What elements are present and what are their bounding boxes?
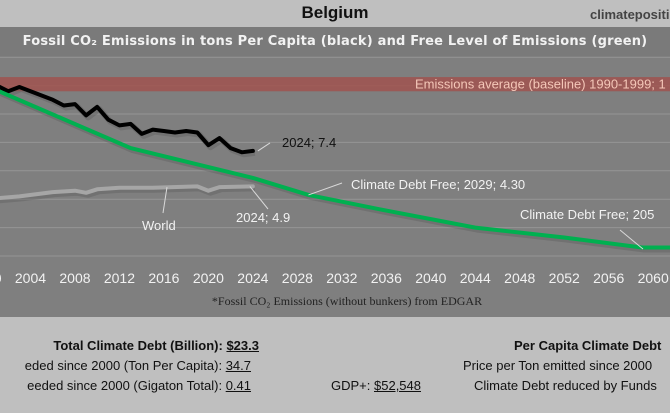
baseline-band [0,77,670,92]
footnote: *Fossil CO₂ Emissions (without bunkers) … [212,294,482,308]
giga-label: eeded since 2000 (Gigaton Total): [27,378,226,393]
per-capita-climate-debt: Per Capita Climate Debt [514,338,662,353]
title-band [0,27,670,57]
gdp: GDP+: $52,548 [331,378,421,393]
annotation-world-leader [162,187,168,214]
country-title: Belgium [301,3,369,22]
annotation-country-2024: 2024; 7.4 [282,135,336,150]
giga-value: 0.41 [225,378,251,393]
ton-per-capita: eded since 2000 (Ton Per Capita): 34.7 [25,358,251,373]
x-tick-label: 2024 [237,270,268,286]
annotation-country-2024-leader [257,142,271,152]
x-tick-label: 2000 [0,270,2,286]
annotation-free-2059: Climate Debt Free; 205 [520,207,654,222]
annotation-world: World [142,218,176,233]
x-tick-label: 2040 [415,270,446,286]
series-line-world [0,184,255,201]
x-tick-label: 2008 [59,270,90,286]
series-shadow-country [0,84,256,158]
x-tick-label: 2020 [193,270,224,286]
annotation-world-2024: 2024; 4.9 [236,210,290,225]
x-tick-label: 2044 [460,270,491,286]
annotation-world-2024-leader [249,186,269,210]
site-logo-text: climatepositi [590,7,670,22]
header-bar: Belgium climatepositi [0,0,670,27]
x-tick-label: 2060 [638,270,669,286]
x-tick-label: 2016 [148,270,179,286]
ton-value: 34.7 [225,358,251,373]
gigaton-total: eeded since 2000 (Gigaton Total): 0.41 [27,378,251,393]
chart-svg: Emissions average (baseline) 1990-1999; … [0,27,670,308]
chart-area: Emissions average (baseline) 1990-1999; … [0,27,670,317]
x-tick-label: 2036 [371,270,402,286]
series-shadow-world [0,185,255,204]
chart-title: Fossil CO₂ Emissions in tons Per Capita … [22,34,648,49]
annotation-free-2029: Climate Debt Free; 2029; 4.30 [351,177,525,192]
x-tick-label: 2052 [549,270,580,286]
x-tick-label: 2028 [282,270,313,286]
x-tick-label: 2056 [593,270,624,286]
annotation-free-2029-leader [308,182,343,196]
x-tick-label: 2012 [104,270,135,286]
annotation-free-2059-leader [619,229,644,250]
total-label: Total Climate Debt (Billion): [53,338,227,353]
x-tick-label: 2032 [326,270,357,286]
gdp-label: GDP+: [331,378,374,393]
series-line-country [0,84,255,155]
series-line-free [0,89,670,250]
price-per-ton: Price per Ton emitted since 2000 [463,358,653,373]
ton-label: eded since 2000 (Ton Per Capita): [24,358,226,373]
total-value: $23.3 [226,338,259,353]
climate-debt-reduced: Climate Debt reduced by Funds [474,378,657,393]
x-tick-label: 2048 [504,270,535,286]
x-tick-label: 2004 [15,270,46,286]
gdp-value: $52,548 [374,378,421,393]
baseline-label: Emissions average (baseline) 1990-1999; … [415,76,666,91]
total-climate-debt: Total Climate Debt (Billion): $23.3 [53,338,259,353]
